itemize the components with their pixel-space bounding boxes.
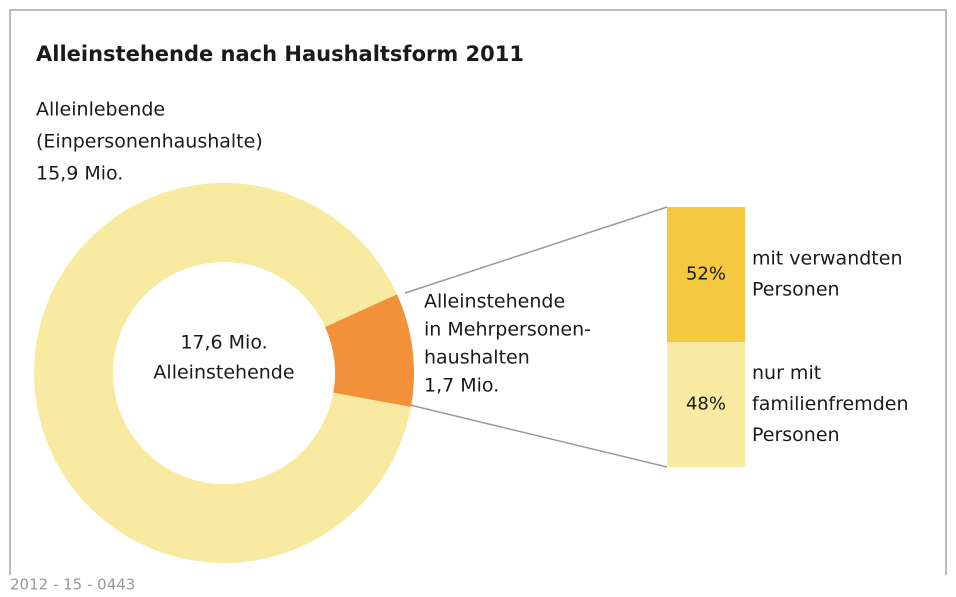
slice-label: in Mehrpersonen- bbox=[424, 319, 591, 341]
donut-slice bbox=[325, 294, 415, 407]
frame bbox=[9, 9, 947, 575]
slice-label: Alleinstehende bbox=[424, 291, 565, 313]
segment-label: mit verwandten bbox=[752, 248, 903, 270]
slice-label: Alleinlebende bbox=[36, 99, 165, 121]
segment-label: Personen bbox=[752, 279, 840, 301]
zoom-line bbox=[404, 206, 668, 294]
slice-value-label: 1,7 Mio. bbox=[424, 375, 499, 397]
zoom-line bbox=[409, 404, 668, 468]
slice-value-label: 15,9 Mio. bbox=[36, 163, 123, 185]
bar-segment bbox=[667, 342, 745, 467]
segment-label: Personen bbox=[752, 424, 840, 446]
chart-title: Alleinstehende nach Haushaltsform 2011 bbox=[36, 42, 524, 66]
segment-label: nur mit bbox=[752, 362, 821, 384]
center-label: Alleinstehende bbox=[153, 362, 294, 384]
slice-label: (Einpersonenhaushalte) bbox=[36, 131, 263, 153]
donut-slice bbox=[34, 183, 411, 564]
segment-label: familienfremden bbox=[752, 393, 908, 415]
slice-label: haushalten bbox=[424, 347, 530, 369]
value-label: 52% bbox=[686, 264, 726, 285]
source: 2012 - 15 - 0443 bbox=[10, 576, 135, 594]
center-label: 17,6 Mio. bbox=[180, 332, 267, 354]
bar-segment bbox=[667, 207, 745, 343]
value-label: 48% bbox=[686, 394, 726, 415]
